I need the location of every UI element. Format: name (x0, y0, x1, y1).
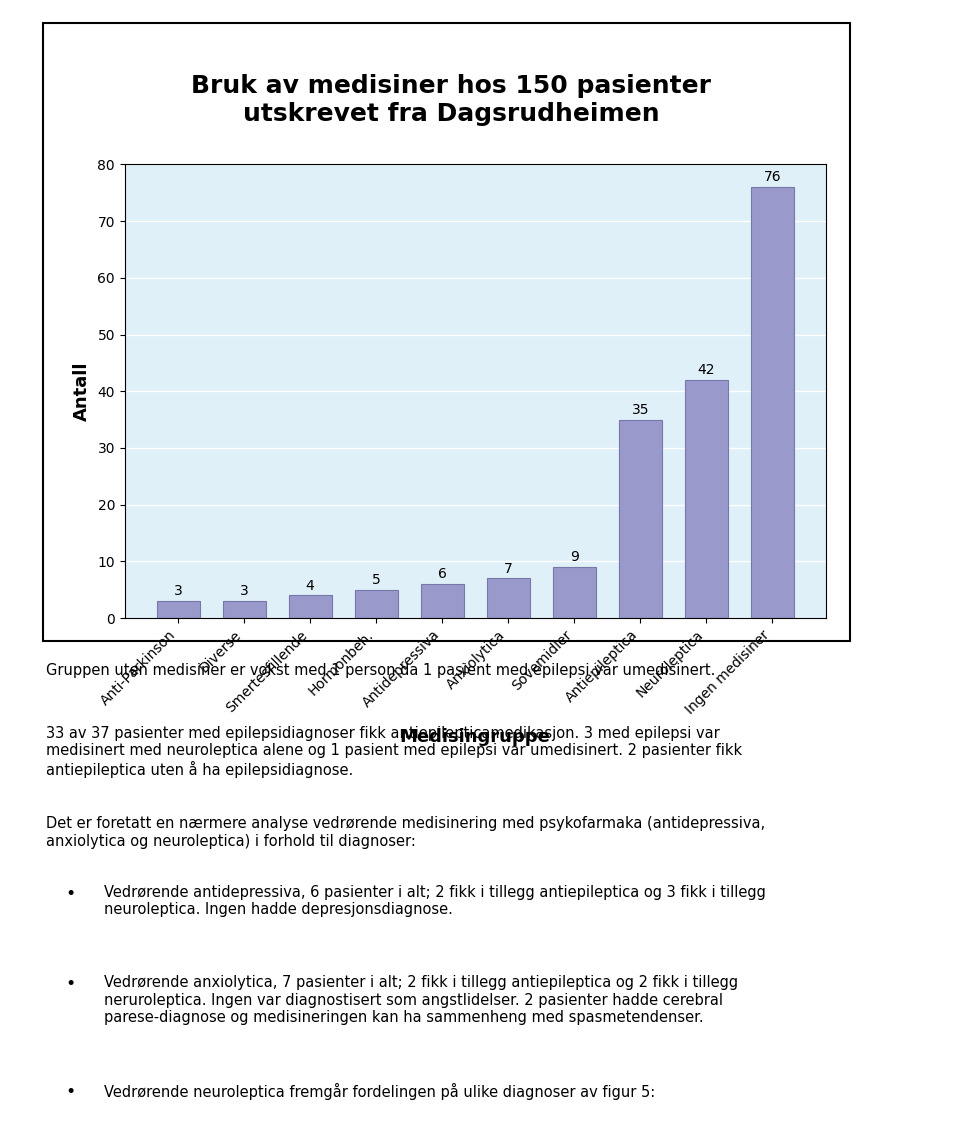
Bar (289, 595, 331, 618)
Text: 76: 76 (763, 170, 781, 185)
Text: 35: 35 (632, 403, 649, 417)
Text: •: • (65, 975, 76, 993)
Text: •: • (65, 885, 76, 903)
Text: Vedrørende neuroleptica fremgår fordelingen på ulike diagnoser av figur 5:: Vedrørende neuroleptica fremgår fordelin… (104, 1083, 655, 1100)
Text: 9: 9 (570, 550, 579, 564)
Bar (619, 420, 661, 618)
Text: 42: 42 (698, 363, 715, 378)
Bar (354, 590, 397, 618)
Text: 6: 6 (438, 567, 446, 581)
Y-axis label: Antall: Antall (73, 362, 90, 421)
Text: •: • (65, 1083, 76, 1101)
Bar (420, 584, 464, 618)
Bar (751, 187, 794, 618)
Text: Vedrørende anxiolytica, 7 pasienter i alt; 2 fikk i tillegg antiepileptica og 2 : Vedrørende anxiolytica, 7 pasienter i al… (104, 975, 738, 1025)
Text: 3: 3 (174, 584, 182, 599)
Bar (223, 601, 266, 618)
Text: 5: 5 (372, 573, 380, 587)
Bar (553, 567, 596, 618)
Text: 3: 3 (240, 584, 249, 599)
Text: 33 av 37 pasienter med epilepsidiagnoser fikk antiepilepticamedikasjon. 3 med ep: 33 av 37 pasienter med epilepsidiagnoser… (46, 726, 742, 778)
Text: Vedrørende antidepressiva, 6 pasienter i alt; 2 fikk i tillegg antiepileptica og: Vedrørende antidepressiva, 6 pasienter i… (104, 885, 765, 917)
Bar (156, 601, 200, 618)
Text: utskrevet fra Dagsrudheimen: utskrevet fra Dagsrudheimen (243, 102, 660, 126)
Bar (684, 380, 728, 618)
Text: 4: 4 (306, 578, 315, 592)
Bar (487, 578, 530, 618)
Text: 7: 7 (504, 561, 513, 576)
Text: Gruppen uten medisiner er vokst med 1 person da 1 pasient med epilepsi var umedi: Gruppen uten medisiner er vokst med 1 pe… (46, 663, 715, 678)
X-axis label: Medisingruppe: Medisingruppe (399, 728, 551, 746)
Text: Bruk av medisiner hos 150 pasienter: Bruk av medisiner hos 150 pasienter (191, 74, 711, 98)
Text: Det er foretatt en nærmere analyse vedrørende medisinering med psykofarmaka (ant: Det er foretatt en nærmere analyse vedrø… (46, 816, 765, 849)
